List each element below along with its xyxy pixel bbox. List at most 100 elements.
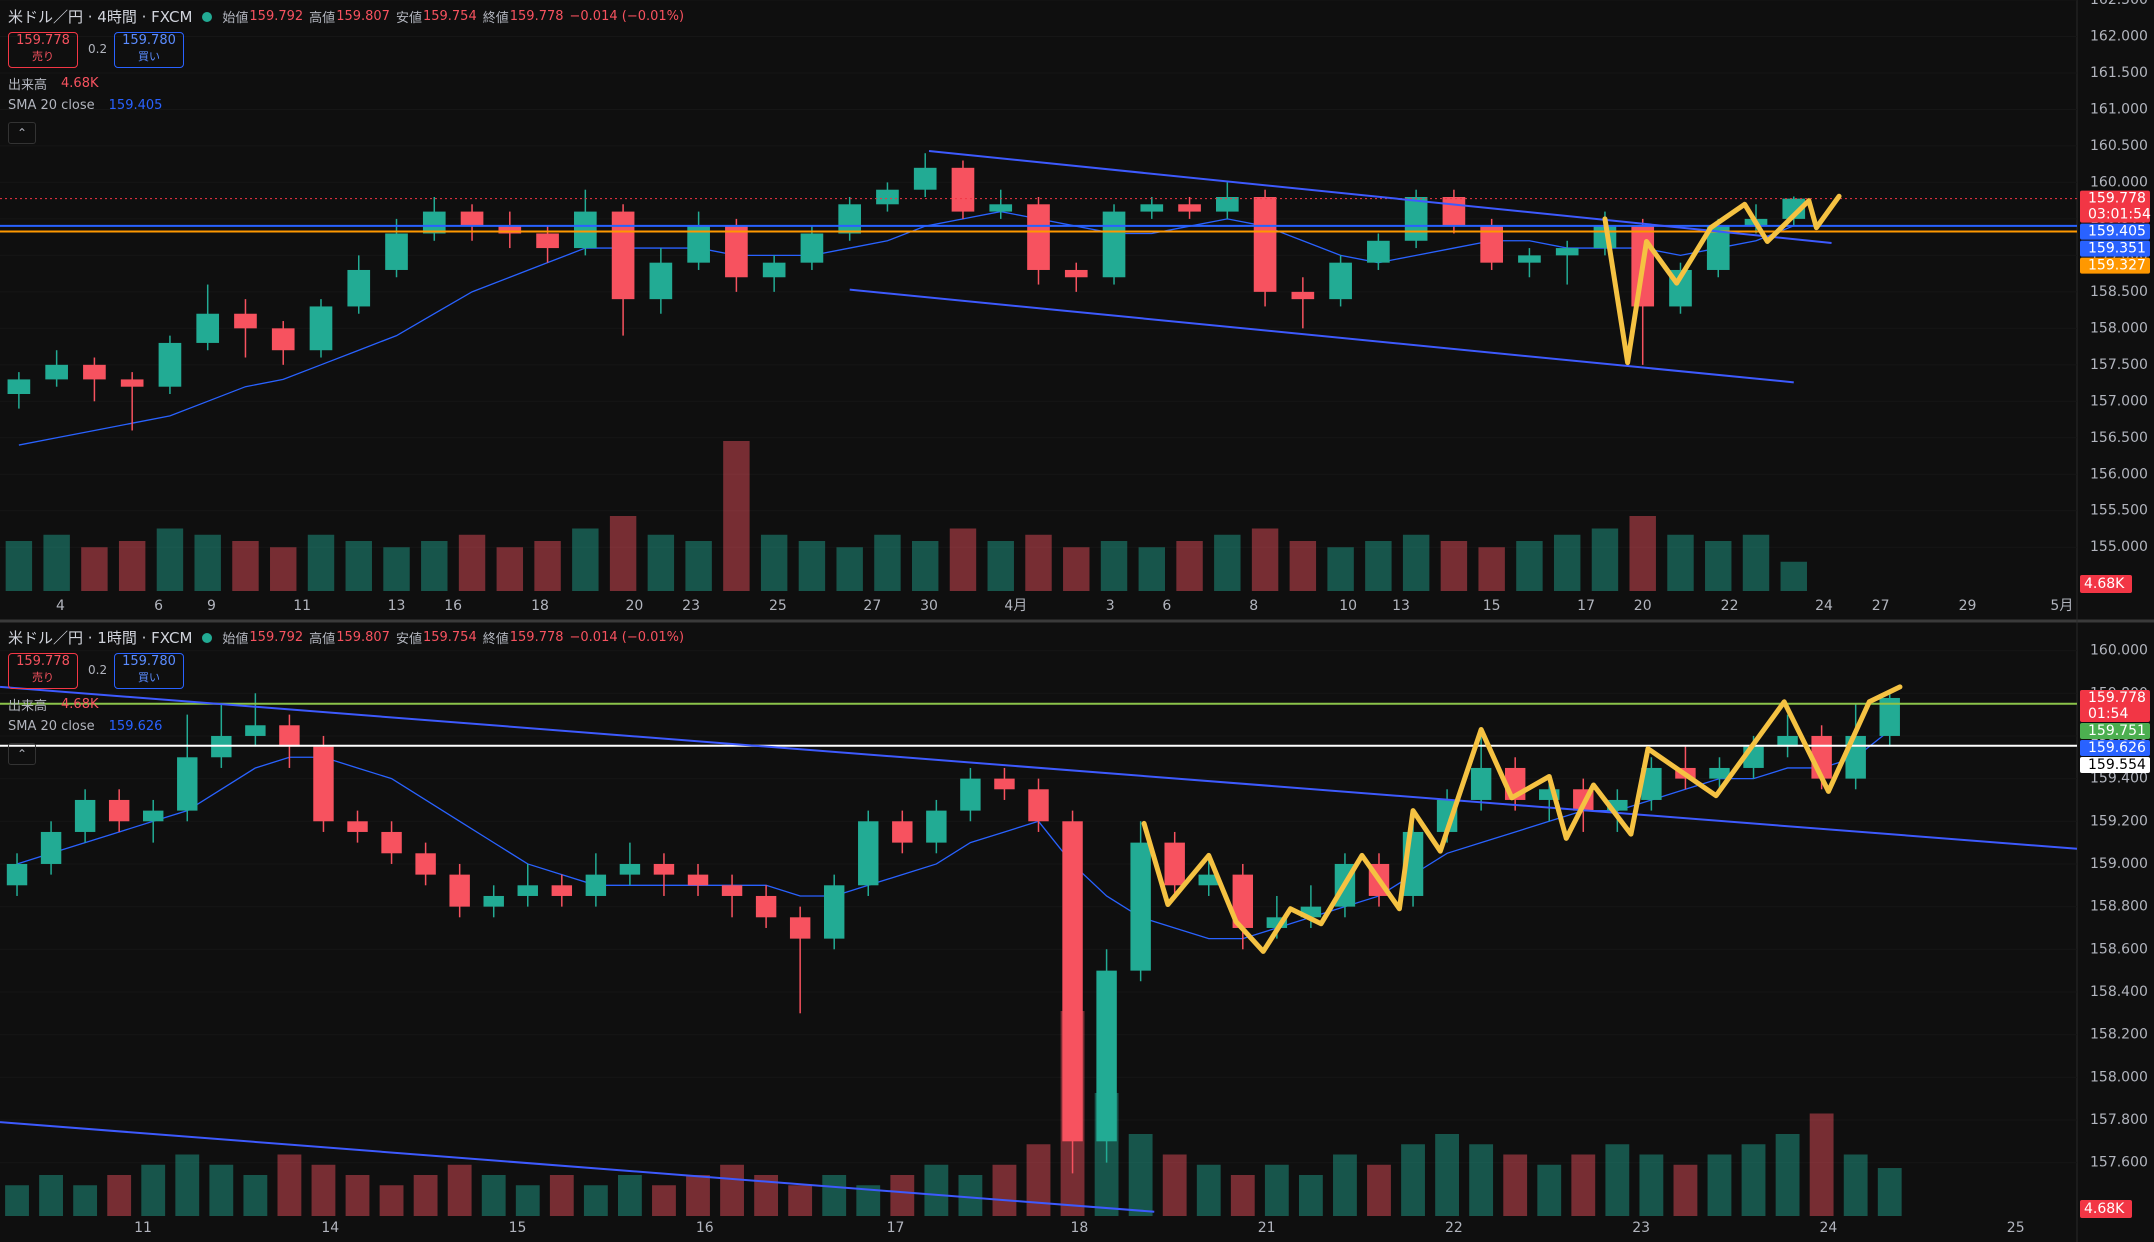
candle-body: [926, 810, 947, 843]
x-tick-label: 30: [920, 598, 938, 614]
collapse-button[interactable]: ⌃: [8, 743, 36, 765]
buy-price: 159.780: [122, 33, 176, 48]
price-tag-label: 159.778: [2088, 690, 2146, 706]
price-tag: [2080, 739, 2150, 756]
x-tick-label: 24: [1815, 598, 1833, 614]
x-tick-label: 4月: [1004, 598, 1027, 614]
x-tick-label: 20: [626, 598, 644, 614]
price-tag: [2080, 756, 2150, 773]
candle-body: [120, 379, 144, 387]
candle-body: [1178, 204, 1201, 212]
x-tick-label: 4: [56, 598, 65, 614]
x-tick-label: 22: [1721, 598, 1739, 614]
quote-value: 159.792: [249, 9, 304, 24]
candle-body: [687, 226, 710, 263]
candle-body: [1539, 789, 1560, 800]
volume-bar: [1440, 541, 1468, 591]
candle-body: [619, 863, 641, 875]
sell-button[interactable]: 159.778 売り: [8, 32, 78, 68]
price-tag-label: 159.405: [2088, 224, 2146, 240]
volume-bar: [379, 1185, 404, 1216]
volume-bar: [1162, 1154, 1187, 1216]
volume-bar: [1100, 541, 1128, 591]
quote-value: 159.778: [509, 630, 564, 645]
x-tick-label: 29: [1959, 598, 1977, 614]
quote-change: −0.014 (−0.01%): [569, 630, 685, 645]
volume-value: 4.68K: [61, 697, 99, 712]
volume-bar: [958, 1175, 983, 1216]
volume-bar: [874, 534, 901, 591]
candle-body: [721, 885, 743, 896]
plot-top: [0, 0, 2077, 591]
x-tick-label: 13: [1392, 598, 1410, 614]
volume-bar: [890, 1175, 915, 1216]
candle-body: [838, 204, 862, 234]
volume-bar: [723, 441, 750, 591]
y-tick-label: 158.500: [2090, 284, 2148, 300]
candle-body: [800, 233, 824, 263]
y-tick-label: 155.000: [2090, 539, 2148, 555]
volume-bar: [345, 541, 372, 591]
candle-body: [1300, 906, 1322, 918]
plot-bottom: [0, 650, 2077, 1216]
quote-value: 159.754: [422, 9, 477, 24]
x-tick-label: 11: [134, 1220, 152, 1236]
candle-body: [1253, 197, 1277, 292]
volume-value: 4.68K: [61, 76, 99, 91]
status-dot: [202, 632, 213, 643]
volume-bar: [232, 541, 259, 591]
volume-bar: [1629, 516, 1656, 591]
collapse-button[interactable]: ⌃: [8, 122, 36, 144]
candle-body: [536, 233, 559, 249]
volume-bar: [39, 1175, 63, 1216]
volume-bar: [1591, 528, 1619, 591]
x-tick-label: 13: [388, 598, 406, 614]
price-tag: [2080, 722, 2150, 739]
spread: 0.2: [88, 42, 108, 56]
candle-body: [1164, 842, 1185, 886]
y-tick-label: 162.000: [2090, 28, 2148, 44]
volume-bar: [1673, 1164, 1698, 1216]
volume-bar: [270, 547, 297, 591]
buy-button[interactable]: 159.780 買い: [114, 653, 184, 689]
x-tick-label: 17: [1577, 598, 1595, 614]
x-tick-label: 8: [1249, 598, 1258, 614]
y-tick-label: 156.000: [2090, 466, 2148, 482]
candle-body: [1062, 821, 1083, 1142]
quote-value: 159.807: [336, 630, 390, 645]
candle-body: [271, 328, 295, 351]
x-tick-label: 23: [1632, 1220, 1650, 1236]
candle-body: [653, 863, 675, 875]
candle-body: [1028, 789, 1049, 822]
candle-body: [1518, 255, 1541, 263]
volume-bar: [1809, 1113, 1834, 1216]
volume-bar: [1742, 534, 1770, 591]
candle-body: [1027, 204, 1050, 270]
price-tag-countdown: 01:54: [2088, 706, 2128, 722]
sma-legend: SMA 20 close 159.405: [8, 98, 162, 113]
y-tick-label: 162.500: [2090, 0, 2148, 8]
candle-body: [1442, 197, 1466, 227]
candle-body: [823, 885, 845, 939]
volume-bar: [1780, 561, 1807, 591]
sell-button[interactable]: 159.778 売り: [8, 653, 78, 689]
y-tick-label: 160.000: [2090, 643, 2148, 659]
candle-body: [196, 313, 220, 343]
y-tick-label: 161.500: [2090, 65, 2148, 81]
y-tick-label: 159.200: [2090, 813, 2148, 829]
volume-bar: [1503, 1154, 1528, 1216]
x-tick-label: 21: [1258, 1220, 1276, 1236]
buy-button[interactable]: 159.780 買い: [114, 32, 184, 68]
volume-tag-label: 4.68K: [2084, 1201, 2125, 1217]
candle-body: [309, 306, 333, 351]
x-tick-label: 22: [1445, 1220, 1463, 1236]
volume-bar: [1667, 534, 1694, 591]
candle-body: [989, 204, 1013, 212]
candle-body: [585, 874, 607, 896]
y-tick-label: 156.500: [2090, 430, 2148, 446]
candle-body: [517, 885, 538, 896]
volume-bar: [1176, 541, 1203, 591]
candle-body: [858, 821, 879, 886]
candle-body: [498, 226, 522, 234]
candle-body: [687, 874, 709, 886]
